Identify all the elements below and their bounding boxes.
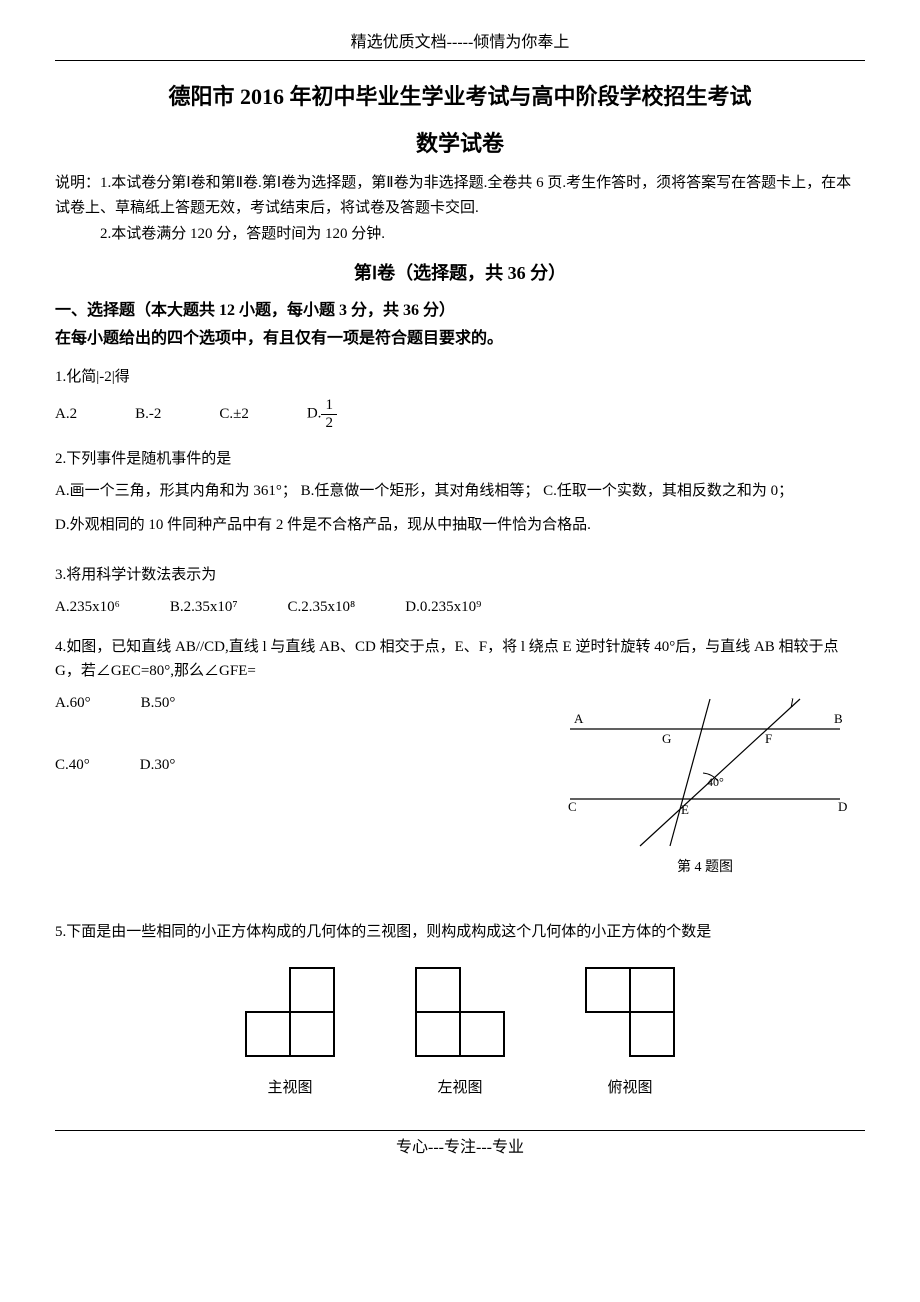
q4-label-d: D xyxy=(838,799,847,814)
q4-label-angle: 40° xyxy=(707,775,724,789)
q3-opt-b: B.2.35x10⁷ xyxy=(170,595,238,619)
q4-diagram: A B C D E F G l 40° 第 4 题图 xyxy=(545,691,865,879)
q3-opt-a: A.235x10⁶ xyxy=(55,595,120,619)
q4-opt-c: C.40° xyxy=(55,753,90,777)
q4-label-c: C xyxy=(568,799,577,814)
q5-views: 主视图 左视图 xyxy=(55,964,865,1100)
title-main: 德阳市 2016 年初中毕业生学业考试与高中阶段学校招生考试 xyxy=(55,79,865,114)
q4-text: 4.如图，已知直线 AB//CD,直线 l 与直线 AB、CD 相交于点，E、F… xyxy=(55,635,865,683)
q1-opt-c: C.±2 xyxy=(219,402,249,426)
q4-opt-d: D.30° xyxy=(140,753,176,777)
q4-label-b: B xyxy=(834,711,843,726)
instructions: 说明：1.本试卷分第Ⅰ卷和第Ⅱ卷.第Ⅰ卷为选择题，第Ⅱ卷为非选择题.全卷共 6 … xyxy=(55,171,865,248)
q5-top-caption: 俯视图 xyxy=(580,1076,680,1100)
q1-d-den: 2 xyxy=(321,415,337,432)
title-sub: 数学试卷 xyxy=(55,126,865,161)
footer-divider xyxy=(55,1130,865,1131)
q2-options: A.画一个三角，形其内角和为 361°； B.任意做一个矩形，其对角线相等； C… xyxy=(55,479,865,547)
q1-d-fraction: 12 xyxy=(321,397,337,431)
q1-options: A.2 B.-2 C.±2 D.12 xyxy=(55,397,865,431)
question-2: 2.下列事件是随机事件的是 A.画一个三角，形其内角和为 361°； B.任意做… xyxy=(55,447,865,547)
part-title: 一、选择题（本大题共 12 小题，每小题 3 分，共 36 分） xyxy=(55,298,865,324)
q4-label-e: E xyxy=(681,802,689,817)
question-5: 5.下面是由一些相同的小正方体构成的几何体的三视图，则构成构成这个几何体的小正方… xyxy=(55,920,865,1100)
q4-caption: 第 4 题图 xyxy=(545,857,865,879)
q1-opt-b: B.-2 xyxy=(135,402,161,426)
instructions-line-1: 说明：1.本试卷分第Ⅰ卷和第Ⅱ卷.第Ⅰ卷为选择题，第Ⅱ卷为非选择题.全卷共 6 … xyxy=(55,171,865,222)
q4-label-f: F xyxy=(765,731,772,746)
q2-opt-b: B.任意做一个矩形，其对角线相等； xyxy=(301,479,540,503)
header-preface: 精选优质文档-----倾情为你奉上 xyxy=(55,30,865,56)
q3-options: A.235x10⁶ B.2.35x10⁷ C.2.35x10⁸ D.0.235x… xyxy=(55,595,865,619)
q5-main-caption: 主视图 xyxy=(240,1076,340,1100)
q2-text: 2.下列事件是随机事件的是 xyxy=(55,447,865,471)
q5-main-view: 主视图 xyxy=(240,964,340,1100)
q5-top-view: 俯视图 xyxy=(580,964,680,1100)
question-4: 4.如图，已知直线 AB//CD,直线 l 与直线 AB、CD 相交于点，E、F… xyxy=(55,635,865,879)
q3-opt-c: C.2.35x10⁸ xyxy=(288,595,356,619)
section-title: 第Ⅰ卷（选择题，共 36 分） xyxy=(55,259,865,288)
q5-left-view: 左视图 xyxy=(410,964,510,1100)
header-divider xyxy=(55,60,865,61)
q1-opt-d: D.12 xyxy=(307,397,337,431)
q4-label-a: A xyxy=(574,711,584,726)
q2-opt-d: D.外观相同的 10 件同种产品中有 2 件是不合格产品，现从中抽取一件恰为合格… xyxy=(55,513,591,537)
q2-opt-a: A.画一个三角，形其内角和为 361°； xyxy=(55,479,297,503)
q2-opt-c: C.任取一个实数，其相反数之和为 0； xyxy=(543,479,793,503)
q4-opt-b: B.50° xyxy=(141,691,176,715)
q4-opt-a: A.60° xyxy=(55,691,91,715)
q4-label-l: l xyxy=(790,695,794,710)
q1-d-prefix: D. xyxy=(307,406,322,422)
q4-label-g: G xyxy=(662,731,671,746)
q5-left-caption: 左视图 xyxy=(410,1076,510,1100)
instructions-line-2: 2.本试卷满分 120 分，答题时间为 120 分钟. xyxy=(55,222,865,248)
q3-opt-d: D.0.235x10⁹ xyxy=(405,595,481,619)
question-1: 1.化简|-2|得 A.2 B.-2 C.±2 D.12 xyxy=(55,365,865,431)
q5-text: 5.下面是由一些相同的小正方体构成的几何体的三视图，则构成构成这个几何体的小正方… xyxy=(55,920,865,944)
part-desc: 在每小题给出的四个选项中，有且仅有一项是符合题目要求的。 xyxy=(55,326,865,352)
footer-text: 专心---专注---专业 xyxy=(55,1135,865,1161)
q1-d-num: 1 xyxy=(321,397,337,415)
q1-opt-a: A.2 xyxy=(55,402,77,426)
q1-text: 1.化简|-2|得 xyxy=(55,365,865,389)
q4-options: A.60° B.50° C.40° D.30° xyxy=(55,691,525,777)
q3-text: 3.将用科学计数法表示为 xyxy=(55,563,865,587)
question-3: 3.将用科学计数法表示为 A.235x10⁶ B.2.35x10⁷ C.2.35… xyxy=(55,563,865,619)
